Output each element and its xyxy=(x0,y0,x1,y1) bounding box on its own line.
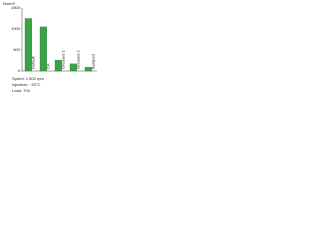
y-tick-label: 1000 xyxy=(11,26,21,31)
note: Injection: ~20°C xyxy=(12,82,41,87)
x-tick-label: CA xyxy=(45,63,50,69)
x-tick-label: Greased 1 xyxy=(60,50,65,69)
x-tick-label: Bumped xyxy=(90,54,95,69)
x-tick-label: Default xyxy=(30,55,35,69)
bar xyxy=(24,18,32,72)
y-tick-label: 1500 xyxy=(11,5,21,10)
background xyxy=(0,0,100,99)
chart: N/mm² Speed: 1,500 rpm Injection: ~20°C … xyxy=(0,0,100,99)
y-tick-label: 0 xyxy=(18,68,21,73)
bar xyxy=(39,26,47,72)
bar xyxy=(54,59,62,72)
y-axis-label: N/mm² xyxy=(3,1,16,6)
y-tick-label: 500 xyxy=(13,47,20,52)
bar xyxy=(69,63,77,72)
bar xyxy=(84,67,92,72)
x-tick-label: Greased 2 xyxy=(75,50,80,69)
note: Speed: 1,500 rpm xyxy=(12,76,44,81)
note: Load: 700 xyxy=(12,88,31,93)
